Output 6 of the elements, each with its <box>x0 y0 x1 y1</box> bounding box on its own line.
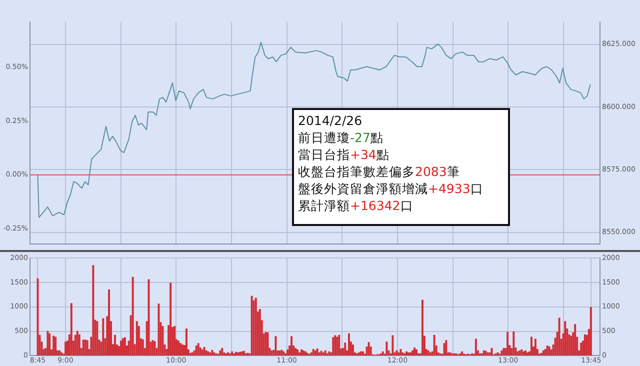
annotation: 2014/2/26 <box>298 112 364 129</box>
annotation: 累計淨額+16342口 <box>298 198 414 213</box>
annotation: 前日遭瓊-27點 <box>298 130 384 145</box>
annotation: 盤後外資留倉淨額增減+4933口 <box>298 181 484 196</box>
annotation: 當日台指+34點 <box>298 147 390 162</box>
annotation: 收盤台指筆數差偏多2083筆 <box>298 164 460 179</box>
